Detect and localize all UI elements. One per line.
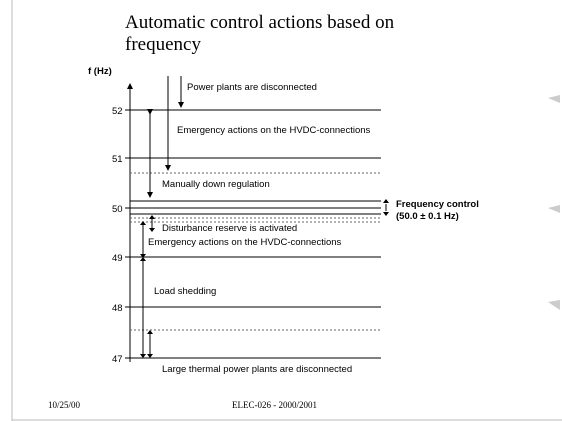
ticks: 52 51 50 49 48 47 <box>112 106 123 365</box>
annotation: (50.0 ± 0.1 Hz) <box>396 211 459 222</box>
title-box: Automatic control actions based on frequ… <box>125 12 395 55</box>
annotation: Disturbance reserve is activated <box>162 223 297 234</box>
tick-label: 49 <box>112 253 123 264</box>
tick-label: 51 <box>112 154 123 165</box>
tick-label: 52 <box>112 106 123 117</box>
footer-date: 10/25/00 <box>48 400 81 410</box>
annotation: Emergency actions on the HVDC-connection… <box>177 125 371 136</box>
arrow-head <box>149 215 155 232</box>
annotation: Emergency actions on the HVDC-connection… <box>148 237 342 248</box>
axis-label: f (Hz) <box>88 66 112 77</box>
annotation: Manually down regulation <box>162 179 270 190</box>
footer-course: ELEC-026 - 2000/2001 <box>232 400 317 410</box>
tick-label: 47 <box>112 354 123 365</box>
annotation: Load shedding <box>154 286 216 297</box>
annotation: Large thermal power plants are disconnec… <box>162 364 352 375</box>
arrows <box>140 76 389 358</box>
annotation: Frequency control <box>396 199 479 210</box>
title: Automatic control actions based on frequ… <box>125 12 395 55</box>
tick-label: 48 <box>112 303 123 314</box>
arrow-head <box>383 199 389 216</box>
annotation: Power plants are disconnected <box>187 82 317 93</box>
tick-label: 50 <box>112 204 123 215</box>
annotations: Power plants are disconnected Emergency … <box>148 82 479 375</box>
arrow-head <box>140 221 146 258</box>
level-lines <box>125 109 381 359</box>
